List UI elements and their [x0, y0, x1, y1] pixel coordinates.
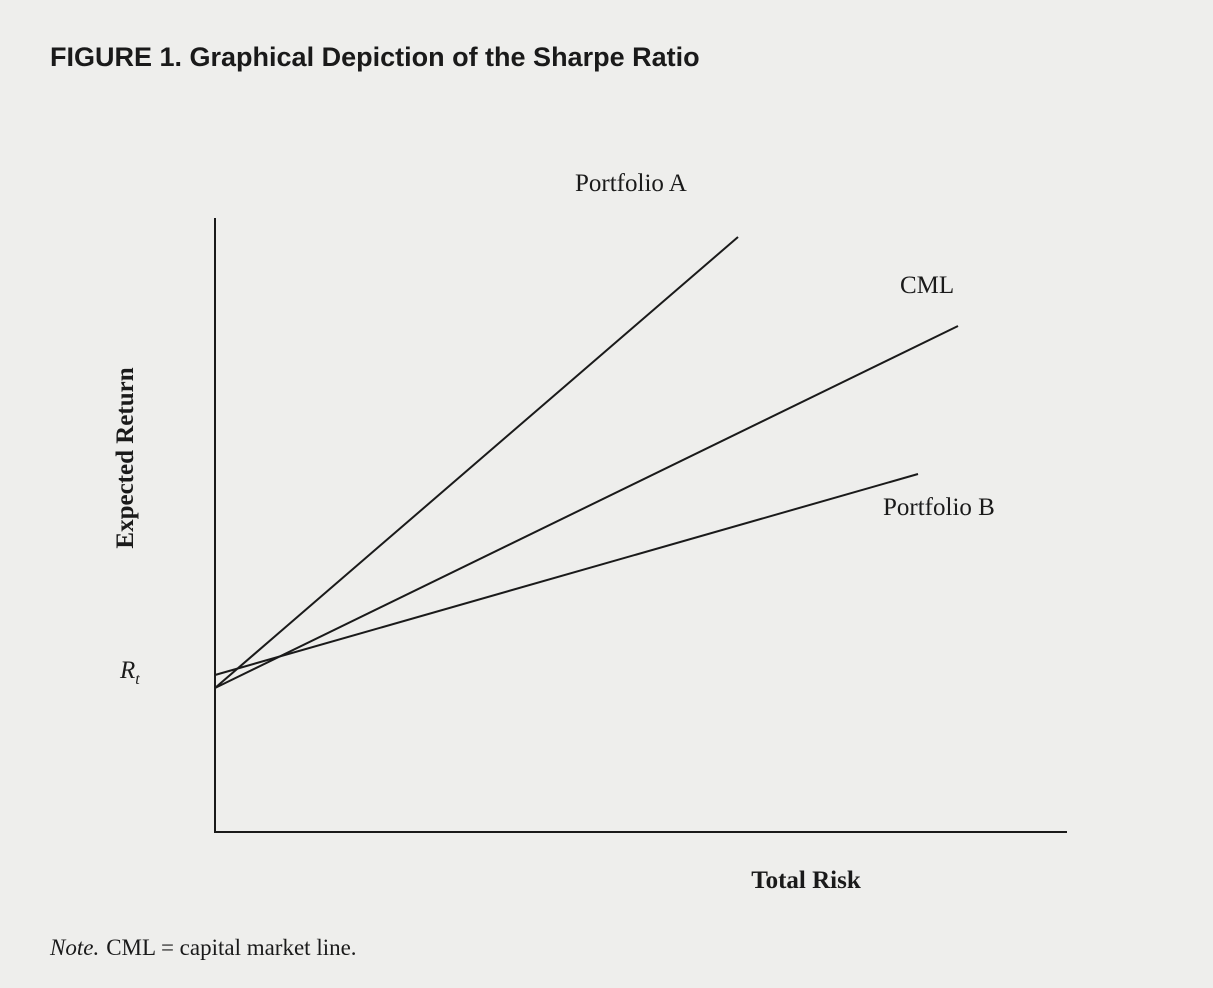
cml-line	[214, 325, 959, 689]
marker-subscript: t	[135, 671, 140, 688]
portfolio-a-line	[214, 236, 739, 689]
portfolio-b-line	[214, 473, 919, 676]
figure-title: FIGURE 1. Graphical Depiction of the Sha…	[50, 42, 700, 72]
y-axis-label: Expected Return	[112, 367, 139, 548]
line-label: Portfolio B	[883, 494, 995, 521]
risk-free-marker: Rt	[119, 657, 140, 688]
note-lead: Note.	[49, 935, 99, 960]
note: Note. CML = capital market line.	[49, 935, 357, 960]
note-text: CML = capital market line.	[106, 935, 356, 960]
x-axis-label: Total Risk	[751, 867, 861, 894]
marker-symbol: R	[119, 657, 135, 684]
line-label: Portfolio A	[575, 170, 687, 197]
line-label: CML	[900, 272, 954, 299]
